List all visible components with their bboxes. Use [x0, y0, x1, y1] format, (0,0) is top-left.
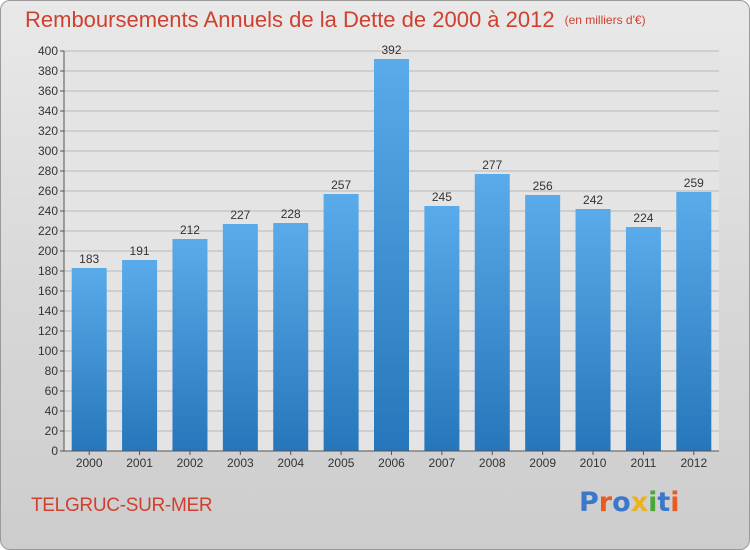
bar-value-label: 191 [130, 244, 150, 258]
bar-value-label: 256 [533, 179, 553, 193]
bar-value-label: 392 [381, 43, 401, 57]
bar-2008[interactable] [474, 174, 510, 451]
y-tick-label: 400 [38, 44, 58, 58]
y-tick-label: 20 [45, 424, 59, 438]
y-tick-label: 360 [38, 84, 58, 98]
x-tick-label: 2004 [277, 456, 304, 470]
y-tick-label: 300 [38, 144, 58, 158]
x-tick-label: 2012 [680, 456, 707, 470]
x-tick-label: 2009 [529, 456, 556, 470]
chart-title: Remboursements Annuels de la Dette de 20… [25, 7, 646, 33]
proxiti-logo[interactable]: Proxiti [579, 487, 680, 518]
bar-2002[interactable] [172, 239, 208, 451]
brand-letter: i [648, 487, 658, 518]
bar-2004[interactable] [273, 223, 309, 451]
bar-value-label: 228 [281, 207, 301, 221]
brand-letter: r [598, 487, 613, 518]
x-tick-label: 2005 [328, 456, 355, 470]
y-tick-label: 380 [38, 64, 58, 78]
brand-letter: x [630, 487, 649, 518]
y-tick-label: 340 [38, 104, 58, 118]
bar-value-label: 183 [79, 252, 99, 266]
brand-letter: t [657, 487, 671, 518]
y-tick-label: 80 [45, 364, 59, 378]
y-tick-label: 140 [38, 304, 58, 318]
y-tick-label: 280 [38, 164, 58, 178]
bar-2009[interactable] [525, 195, 561, 451]
x-tick-label: 2001 [126, 456, 153, 470]
y-tick-label: 200 [38, 244, 58, 258]
x-tick-label: 2008 [479, 456, 506, 470]
x-tick-label: 2000 [76, 456, 103, 470]
bar-2000[interactable] [71, 268, 107, 451]
bar-2006[interactable] [374, 59, 409, 451]
y-tick-label: 120 [38, 324, 58, 338]
y-tick-label: 60 [45, 384, 59, 398]
bar-2005[interactable] [323, 194, 359, 451]
x-tick-label: 2011 [631, 456, 657, 470]
y-tick-label: 180 [38, 264, 58, 278]
bar-2003[interactable] [222, 224, 258, 451]
bar-value-label: 242 [583, 193, 603, 207]
y-tick-label: 260 [38, 184, 58, 198]
x-tick-label: 2007 [429, 456, 456, 470]
chart-title-text: Remboursements Annuels de la Dette de 20… [25, 7, 555, 32]
y-tick-label: 220 [38, 224, 58, 238]
bar-2001[interactable] [122, 260, 158, 451]
y-tick-label: 0 [51, 444, 58, 458]
bar-value-label: 212 [180, 223, 200, 237]
bar-value-label: 224 [633, 211, 653, 225]
bar-value-label: 257 [331, 178, 351, 192]
brand-letter: i [670, 487, 680, 518]
bar-2007[interactable] [424, 206, 460, 451]
bar-value-label: 277 [482, 158, 502, 172]
x-tick-label: 2002 [177, 456, 204, 470]
chart-unit: (en milliers d'€) [564, 13, 646, 27]
x-tick-label: 2003 [227, 456, 254, 470]
bar-value-label: 259 [684, 176, 704, 190]
y-tick-label: 320 [38, 124, 58, 138]
y-tick-label: 40 [45, 404, 59, 418]
bar-value-label: 245 [432, 190, 452, 204]
x-tick-label: 2010 [580, 456, 607, 470]
brand-letter: P [579, 487, 599, 518]
y-tick-label: 100 [38, 344, 58, 358]
y-tick-label: 160 [38, 284, 58, 298]
bar-value-label: 227 [230, 208, 250, 222]
bar-2010[interactable] [575, 209, 611, 451]
town-name: TELGRUC-SUR-MER [31, 495, 213, 516]
x-tick-label: 2006 [378, 456, 405, 470]
bar-2011[interactable] [625, 227, 661, 451]
y-tick-label: 240 [38, 204, 58, 218]
brand-letter: o [612, 487, 631, 518]
bar-2012[interactable] [676, 192, 712, 451]
